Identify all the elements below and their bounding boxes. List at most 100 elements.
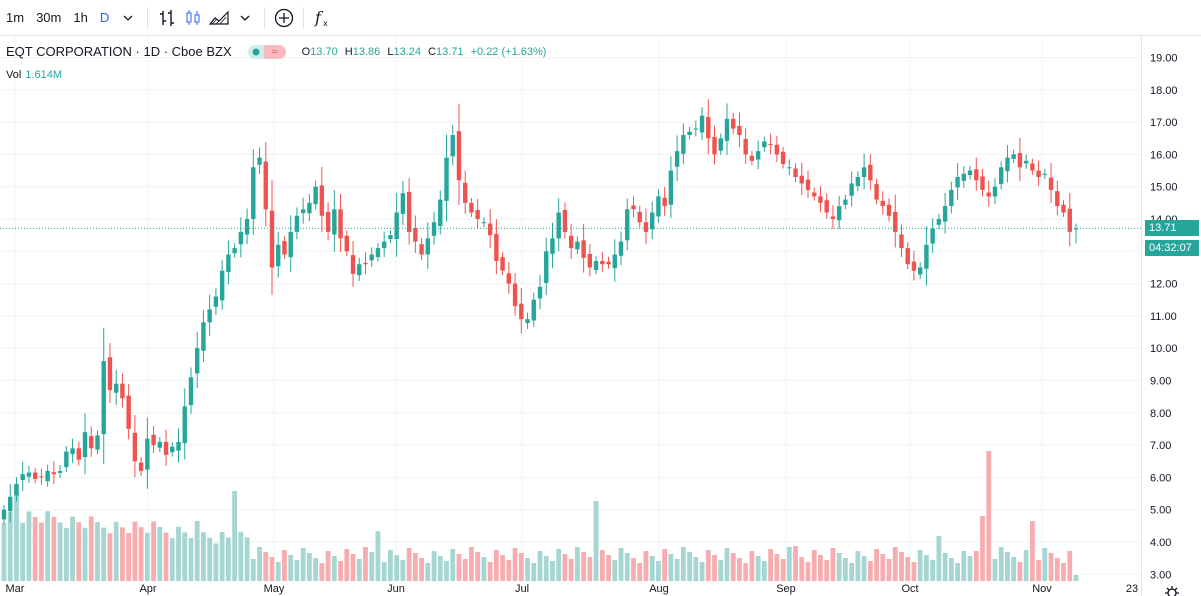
volume-bar <box>668 554 674 581</box>
volume-bar <box>493 550 499 581</box>
candle-body <box>39 476 44 478</box>
volume-bar <box>662 549 668 581</box>
bar-style-icon[interactable] <box>154 0 180 35</box>
candle-body <box>924 244 929 269</box>
toolbar-divider <box>147 6 149 29</box>
candle-body <box>89 436 94 449</box>
y-tick-label: 12.00 <box>1150 279 1178 291</box>
volume-bar <box>225 537 231 581</box>
candle-body <box>836 206 842 221</box>
candle-body <box>687 131 692 136</box>
interval-d-button[interactable]: D <box>99 10 110 25</box>
change-value: +0.22 (+1.63%) <box>470 45 547 58</box>
volume-bar <box>855 551 861 581</box>
candle-body <box>936 219 942 225</box>
volume-bar <box>431 551 437 581</box>
high-label: H <box>344 45 353 58</box>
candle-body <box>600 260 605 265</box>
ohlc-values: O13.70 H13.86 L13.24 C13.71 +0.22 (+1.63… <box>302 46 551 58</box>
candle-body <box>544 251 549 283</box>
volume-bar <box>425 563 431 581</box>
candle-body <box>986 192 991 197</box>
candle-body <box>618 241 624 256</box>
candle-body <box>332 209 337 235</box>
market-status[interactable]: ≈ <box>247 44 286 59</box>
volume-bar <box>45 511 51 581</box>
volume-bar <box>450 549 456 581</box>
candle-body <box>899 234 904 249</box>
candle-body <box>400 193 406 214</box>
settings-gear-icon[interactable] <box>1165 586 1179 596</box>
interval-1h-button[interactable]: 1h <box>73 10 88 25</box>
volume-bar <box>444 561 449 581</box>
volume-bar <box>1023 550 1029 581</box>
volume-bar <box>905 557 911 581</box>
volume-legend[interactable]: Vol 1.614M <box>6 69 62 81</box>
add-compare-icon[interactable] <box>271 0 297 35</box>
chevron-down-icon[interactable] <box>232 0 258 35</box>
volume-bar <box>861 556 867 581</box>
candle-body <box>425 238 431 255</box>
candle-body <box>942 206 948 222</box>
candle-body <box>911 261 917 271</box>
time-axis: Mar Apr May Jun Jul Aug Sep Oct Nov 23 <box>6 583 1139 595</box>
low-label: L <box>387 45 394 58</box>
volume-bar <box>381 562 387 581</box>
candle-body <box>949 189 954 207</box>
volume-bar <box>581 552 587 581</box>
close-value: 13.71 <box>436 45 464 58</box>
candle-body <box>525 319 530 324</box>
candle-body <box>120 383 125 399</box>
volume-bar <box>674 559 680 581</box>
candle-body <box>531 299 536 321</box>
volume-bar <box>874 549 879 581</box>
volume-bar <box>63 528 69 581</box>
candle-body <box>974 169 979 181</box>
volume-bar <box>1005 552 1010 581</box>
candle-body <box>755 151 761 160</box>
price-chart[interactable]: 19.0018.0017.0016.0015.0014.0013.0012.00… <box>0 36 1201 596</box>
candle-body <box>955 177 960 188</box>
volume-bar <box>1073 575 1079 581</box>
volume-bar <box>163 532 169 581</box>
volume-bar <box>886 559 892 581</box>
volume-bar <box>818 555 823 581</box>
candle-body <box>107 357 113 391</box>
candle-body <box>743 138 748 155</box>
volume-bar <box>924 555 929 581</box>
x-tick-label: May <box>264 583 285 595</box>
candle-body <box>381 241 387 249</box>
symbol-title[interactable]: EQT CORPORATION · 1D · Cboe BZX <box>6 44 232 59</box>
candle-body <box>244 219 250 235</box>
volume-bar <box>799 557 805 581</box>
x-tick-label: Aug <box>649 583 669 595</box>
chevron-down-icon[interactable] <box>115 0 141 35</box>
candle-body <box>805 179 811 190</box>
candle-body <box>163 441 169 455</box>
candle-body <box>357 264 362 276</box>
interval-1m-button[interactable]: 1m <box>6 10 25 25</box>
volume-bar <box>911 562 917 581</box>
interval-30m-button[interactable]: 30m <box>36 10 62 25</box>
volume-bar <box>288 555 294 581</box>
candle-body <box>656 196 661 217</box>
y-tick-label: 7.00 <box>1150 440 1171 452</box>
candle-body <box>369 254 374 261</box>
candle-body <box>550 238 555 254</box>
candle-body <box>450 135 455 157</box>
y-tick-label: 4.00 <box>1150 537 1171 549</box>
volume-bar <box>899 552 904 581</box>
x-tick-label: Jul <box>515 583 529 595</box>
area-style-icon[interactable] <box>206 0 232 35</box>
volume-bar <box>76 522 82 581</box>
volume-bar <box>749 551 755 581</box>
candle-body <box>307 202 312 214</box>
volume-bar <box>269 557 275 581</box>
volume-bar <box>718 560 724 581</box>
candle-body <box>861 167 867 178</box>
candle-style-icon[interactable] <box>180 0 206 35</box>
candle-body <box>195 348 200 374</box>
volume-bar <box>88 516 94 581</box>
